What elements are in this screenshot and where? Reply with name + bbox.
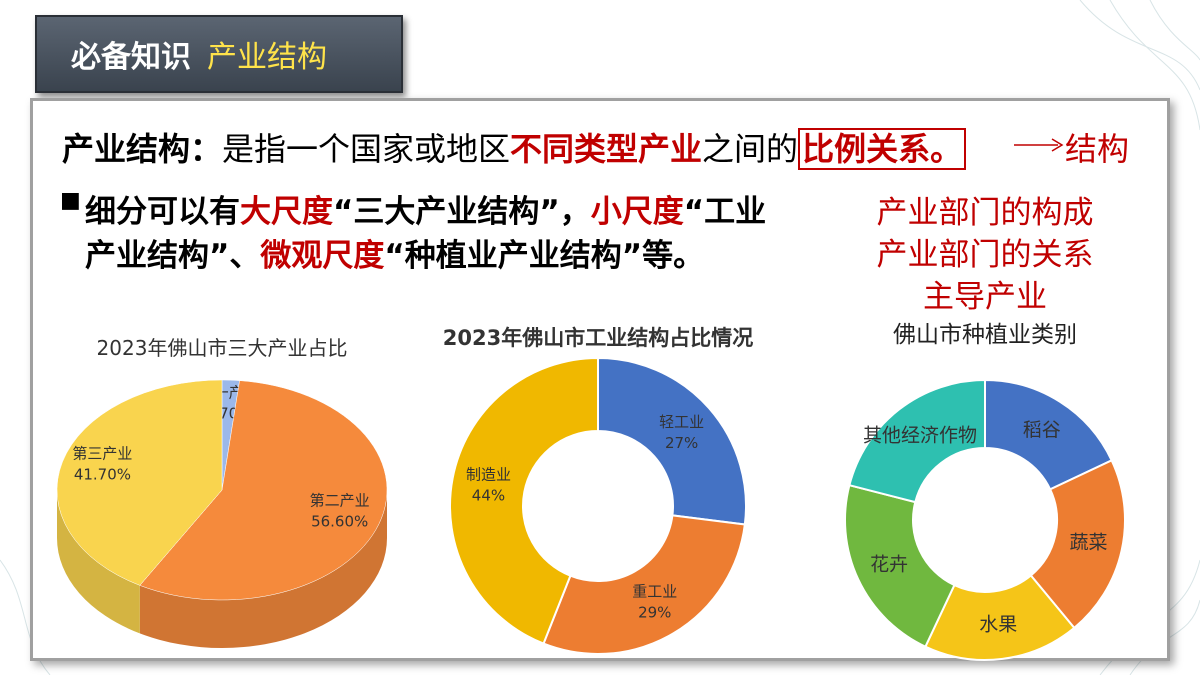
chart-title: 2023年佛山市工业结构占比情况 (443, 326, 753, 350)
text: 细分可以有 (85, 194, 240, 230)
notes: 产业部门的构成 产业部门的关系 主导产业 (830, 192, 1140, 318)
note: 产业部门的关系 (876, 237, 1094, 273)
pie-side (57, 490, 140, 634)
slice-label: 第二产业 (310, 491, 370, 509)
slice-value: 56.60% (311, 512, 368, 530)
segment-value: 27% (665, 434, 698, 452)
segment-label: 蔬菜 (1069, 532, 1107, 554)
donut-segment (597, 356, 747, 526)
text: “三大产业结构”， (333, 194, 591, 230)
header-subtitle: 产业结构 (207, 40, 327, 75)
segment-value: 44% (472, 487, 505, 505)
highlight: 大尺度 (240, 194, 333, 230)
text: 是指一个国家或地区 (222, 130, 511, 168)
header-title: 必备知识 (71, 40, 191, 75)
donut-segment (984, 378, 1114, 491)
segment-value: 29% (638, 603, 671, 621)
highlight: 小尺度 (590, 194, 684, 230)
highlight: 不同类型产业 (510, 130, 703, 168)
bullet-marker: ■ (60, 188, 81, 213)
result-text: 结构 (1065, 130, 1130, 168)
slice-label: 第三产业 (72, 445, 132, 463)
segment-label: 其他经济作物 (863, 425, 977, 447)
segment-label: 重工业 (632, 582, 677, 600)
text: “种植业产业结构”等。 (384, 238, 705, 274)
segment-label: 花卉 (870, 554, 908, 576)
segment-label: 水果 (979, 614, 1017, 636)
chart-title: 佛山市种植业类别 (893, 322, 1077, 348)
term: 产业结构： (62, 130, 223, 168)
donut-segment (542, 514, 746, 655)
segment-label: 轻工业 (659, 413, 704, 431)
pie-side (139, 490, 387, 649)
segment-label: 稻谷 (1023, 419, 1061, 441)
donut-segment (848, 378, 986, 504)
highlight: 微观尺度 (260, 238, 385, 274)
arrow (1014, 138, 1064, 152)
highlight: 比例关系。 (798, 128, 967, 170)
donut-segment (924, 574, 1076, 661)
slice-value: 41.70% (74, 466, 131, 484)
donut-segment (844, 483, 956, 649)
header: 必备知识 产业结构 (35, 15, 403, 93)
note: 主导产业 (923, 279, 1047, 315)
chart-title: 2023年佛山市三大产业占比 (97, 336, 348, 360)
text: “工业产业结构”、 (85, 194, 767, 274)
segment-label: 制造业 (466, 466, 511, 484)
bullet-text: 细分可以有大尺度“三大产业结构”，小尺度“工业产业结构”、微观尺度“种植业产业结… (85, 190, 770, 278)
definition: 产业结构：是指一个国家或地区不同类型产业之间的 比例关系。 (62, 124, 967, 170)
donut-segment (1029, 459, 1126, 630)
pie-slice (56, 379, 223, 586)
text: 之间的 (702, 130, 799, 168)
pie-slice (139, 380, 388, 601)
donut-segment (449, 356, 599, 645)
note: 产业部门的构成 (876, 195, 1094, 231)
